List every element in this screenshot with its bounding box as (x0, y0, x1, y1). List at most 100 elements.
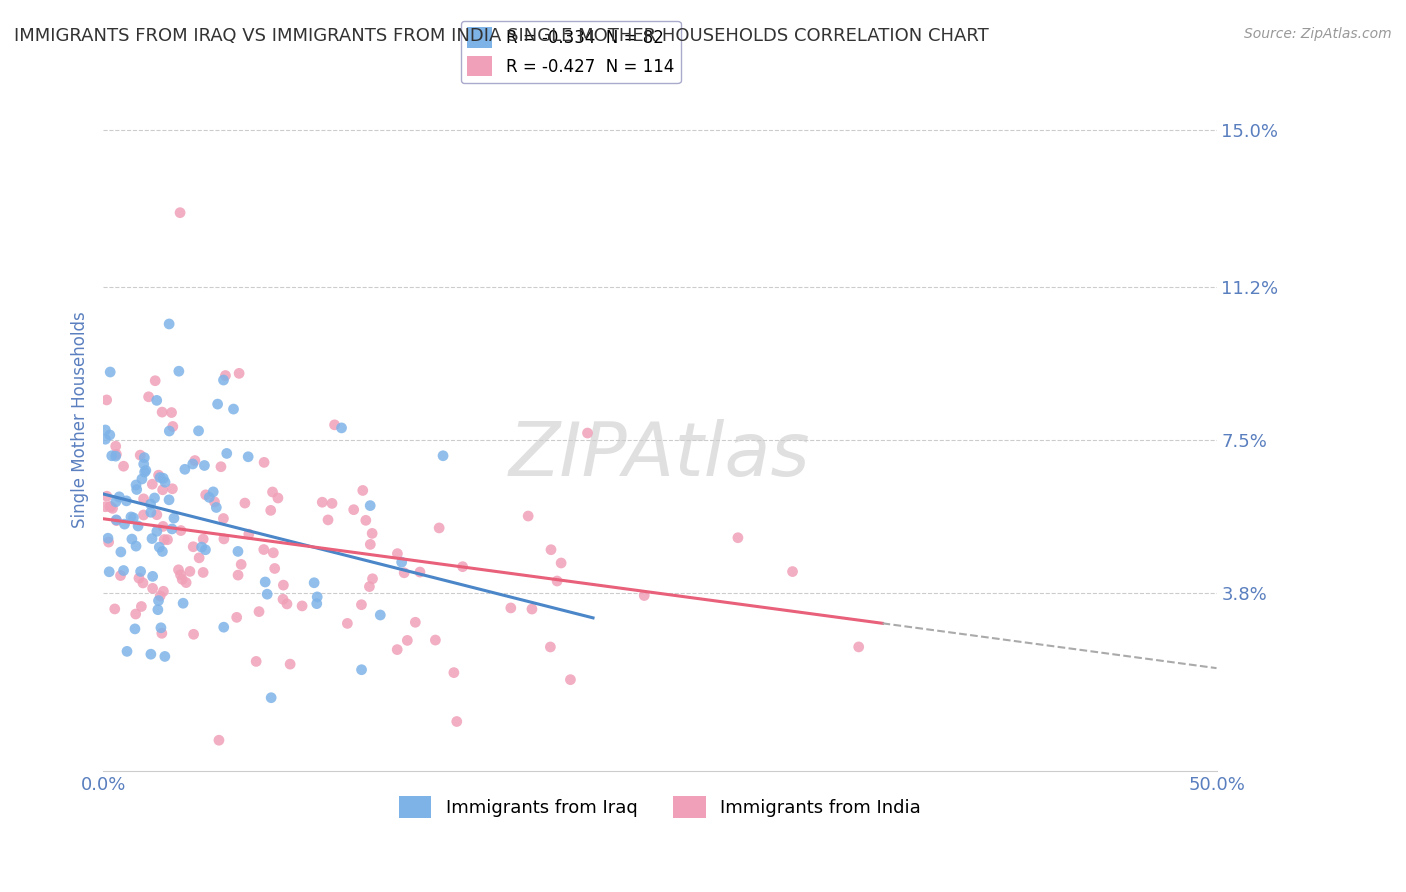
Point (139, 497, 162, 511)
Point (162, 482, 184, 496)
Point (451, 559, 474, 574)
Point (162, 419, 184, 434)
Point (782, 565, 804, 579)
Point (271, 592, 294, 607)
Point (550, 556, 572, 570)
Point (149, 470, 172, 484)
Point (122, 510, 145, 524)
Point (214, 368, 236, 383)
Point (129, 565, 152, 579)
Point (152, 584, 174, 599)
Point (104, 449, 127, 463)
Point (94, 500, 117, 514)
Point (253, 542, 276, 557)
Point (183, 627, 205, 641)
Point (97, 535, 120, 549)
Point (207, 397, 229, 411)
Point (245, 655, 267, 669)
Point (291, 599, 314, 613)
Point (139, 647, 162, 661)
Point (172, 596, 194, 610)
Point (540, 542, 562, 557)
Point (97, 531, 120, 545)
Point (167, 563, 190, 577)
Text: Source: ZipAtlas.com: Source: ZipAtlas.com (1244, 27, 1392, 41)
Point (169, 567, 191, 582)
Point (517, 509, 540, 524)
Point (138, 390, 160, 404)
Point (225, 610, 247, 624)
Point (352, 483, 374, 498)
Point (263, 561, 285, 575)
Point (311, 495, 333, 509)
Point (156, 533, 179, 547)
Point (212, 373, 235, 387)
Point (187, 424, 209, 438)
Point (125, 607, 148, 621)
Point (222, 402, 245, 417)
Point (443, 665, 465, 680)
Point (198, 491, 221, 505)
Legend: Immigrants from Iraq, Immigrants from India: Immigrants from Iraq, Immigrants from In… (391, 789, 928, 825)
Point (262, 485, 284, 500)
Point (391, 555, 413, 569)
Point (94, 432, 117, 446)
Point (127, 519, 149, 533)
Point (105, 514, 128, 528)
Point (131, 472, 153, 486)
Y-axis label: Single Mother Households: Single Mother Households (72, 311, 89, 528)
Point (132, 491, 155, 506)
Point (105, 513, 128, 527)
Point (262, 546, 284, 560)
Point (560, 673, 582, 687)
Point (143, 374, 166, 388)
Point (145, 393, 167, 408)
Point (153, 533, 176, 547)
Point (98, 500, 121, 514)
Point (276, 597, 298, 611)
Point (100, 449, 122, 463)
Point (152, 483, 174, 497)
Point (112, 564, 135, 578)
Point (125, 478, 148, 492)
Point (134, 450, 156, 465)
Point (141, 532, 163, 546)
Point (231, 558, 253, 572)
Point (425, 633, 447, 648)
Point (260, 503, 283, 517)
Point (576, 425, 599, 440)
Point (446, 714, 468, 729)
Point (181, 457, 204, 471)
Point (278, 657, 301, 672)
Point (350, 663, 373, 677)
Point (354, 513, 377, 527)
Point (316, 513, 339, 527)
Point (96, 489, 118, 503)
Point (208, 733, 231, 747)
Point (142, 582, 165, 596)
Point (148, 540, 170, 554)
Point (385, 642, 408, 657)
Point (163, 511, 186, 525)
Point (153, 475, 176, 490)
Point (121, 532, 143, 546)
Point (153, 649, 176, 664)
Point (205, 500, 228, 515)
Text: IMMIGRANTS FROM IRAQ VS IMMIGRANTS FROM INDIA SINGLE MOTHER HOUSEHOLDS CORRELATI: IMMIGRANTS FROM IRAQ VS IMMIGRANTS FROM … (14, 27, 988, 45)
Point (132, 457, 155, 471)
Point (190, 540, 212, 554)
Point (247, 605, 270, 619)
Point (174, 575, 197, 590)
Point (141, 477, 163, 491)
Point (167, 364, 190, 378)
Point (238, 527, 260, 541)
Point (538, 640, 561, 654)
Point (209, 459, 232, 474)
Point (150, 544, 173, 558)
Point (330, 421, 353, 435)
Point (104, 439, 127, 453)
Point (307, 590, 329, 604)
Point (94, 423, 117, 437)
Point (392, 566, 415, 580)
Point (233, 496, 256, 510)
